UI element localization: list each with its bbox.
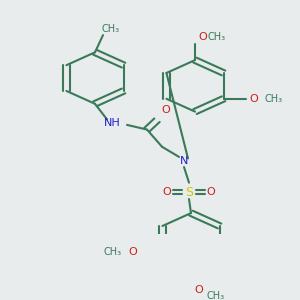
Text: CH₃: CH₃ [265, 94, 283, 104]
Text: CH₃: CH₃ [207, 291, 225, 300]
Text: O: O [162, 105, 170, 115]
Text: O: O [128, 247, 137, 257]
Text: CH₃: CH₃ [102, 24, 120, 34]
Text: O: O [207, 187, 215, 197]
Text: CH₃: CH₃ [103, 247, 122, 257]
Text: O: O [163, 187, 171, 197]
Text: O: O [199, 32, 207, 42]
Text: N: N [180, 156, 188, 166]
Text: S: S [185, 185, 193, 199]
Text: O: O [249, 94, 258, 104]
Text: CH₃: CH₃ [208, 32, 226, 42]
Text: NH: NH [103, 118, 120, 128]
Text: O: O [195, 285, 203, 295]
